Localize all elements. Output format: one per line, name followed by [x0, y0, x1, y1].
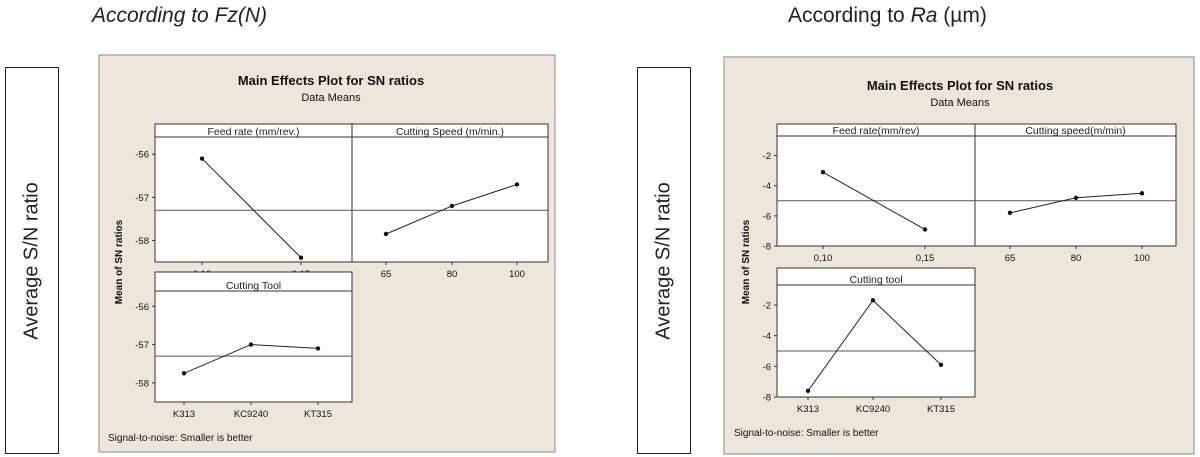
- right-chart-title: Main Effects Plot for SN ratios: [867, 78, 1053, 93]
- left-panel-3-y-tick-label: -56: [135, 302, 149, 313]
- left-panel-1-data-point: [199, 156, 205, 161]
- right-panel-1-y-tick-label: -2: [763, 151, 771, 162]
- right-panel-1-data-point: [820, 169, 826, 175]
- left-panel-2-data-point: [383, 231, 389, 237]
- right-panel-1-y-tick-label: -4: [763, 181, 771, 192]
- left-panel-2-data-point: [449, 203, 455, 209]
- right-panel-1-x-tick-label: 0,10: [814, 253, 833, 264]
- left-chart-subtitle: Data Means: [301, 92, 361, 104]
- right-chart-subtitle: Data Means: [930, 97, 990, 109]
- right-panel-1-y-tick-label: -6: [763, 211, 771, 222]
- left-panel-3-y-tick-label: -58: [135, 378, 149, 389]
- right-panel-3-plot-area: [776, 267, 976, 398]
- right-panel-2-title: Cutting speed(m/min): [1025, 125, 1125, 137]
- left-panel-2-plot-area: [351, 123, 549, 263]
- left-panel-2-x-tick-label: 80: [447, 269, 458, 280]
- left-chart-title: Main Effects Plot for SN ratios: [238, 73, 424, 88]
- right-y-axis-label: Mean of SN ratios: [741, 219, 752, 304]
- left-panel-1-data-point: [298, 255, 304, 260]
- left-panel-3-plot-area: [154, 271, 353, 403]
- right-heading: According to Ra (µm): [788, 4, 987, 27]
- left-panel-1-plot-area: [154, 123, 353, 263]
- left-panel-3-y-tick-label: -57: [135, 340, 149, 351]
- right-panel-3-y-tick-label: -8: [763, 393, 771, 404]
- right-panel-3-data-point: [938, 362, 944, 367]
- left-panel-3-data-point: [315, 346, 321, 351]
- left-panel-2-title: Cutting Speed (m/min.): [396, 126, 504, 138]
- right-panel-1-data-point: [922, 227, 928, 232]
- left-panel-2-x-tick-label: 100: [509, 269, 525, 280]
- right-panel-1-x-tick-label: 0,15: [916, 253, 935, 264]
- right-panel-1-plot-area: [776, 123, 976, 247]
- right-panel-3-y-tick-label: -2: [763, 300, 771, 311]
- left-heading: According to Fz(N): [92, 4, 268, 27]
- left-side-label-box: Average S/N ratio: [5, 67, 59, 454]
- right-panel-3-y-tick-label: -4: [763, 331, 771, 342]
- left-panel-3-x-tick-label: KC9240: [234, 409, 268, 420]
- left-panel-1-y-tick-label: -56: [135, 150, 149, 161]
- left-panel-1-y-tick-label: -57: [135, 193, 149, 204]
- left-panel-3-x-tick-label: KT315: [304, 409, 332, 420]
- right-panel-3-data-point: [870, 298, 876, 303]
- left-panel-3-data-point: [181, 371, 187, 376]
- right-panel-1-y-tick-label: -8: [763, 242, 771, 253]
- right-panel-1-series-line: [822, 171, 926, 230]
- right-panel-2-plot-area: [974, 123, 1177, 247]
- right-panel-2-x-tick-label: 100: [1134, 253, 1150, 264]
- right-panel-3-x-tick-label: KC9240: [856, 404, 890, 415]
- right-panel-2-data-point: [1139, 191, 1145, 196]
- right-panel-2-x-tick-label: 80: [1071, 253, 1082, 264]
- left-panel-1-title: Feed rate (mm/rev.): [208, 126, 300, 138]
- right-panel-3-x-tick-label: K313: [797, 404, 819, 415]
- left-panel-1-series-line: [201, 158, 302, 259]
- right-side-label-box: Average S/N ratio: [637, 67, 691, 454]
- right-footnote: Signal-to-noise: Smaller is better: [734, 428, 879, 439]
- left-panel-3-data-point: [248, 342, 254, 347]
- left-panel-2-x-tick-label: 65: [381, 269, 392, 280]
- left-panel-1-y-tick-label: -58: [135, 236, 149, 247]
- left-y-axis-label: Mean of SN ratios: [114, 219, 125, 304]
- right-panel-3-title: Cutting tool: [849, 274, 902, 286]
- left-panel-3-title: Cutting Tool: [226, 280, 281, 292]
- left-panel-3-x-tick-label: K313: [173, 409, 195, 420]
- left-panel-2-data-point: [514, 182, 520, 187]
- right-panel-3-data-point: [805, 388, 811, 394]
- right-panel-1-title: Feed rate(mm/rev): [833, 125, 920, 137]
- right-panel-2-data-point: [1073, 195, 1079, 200]
- right-panel-3-y-tick-label: -6: [763, 362, 771, 373]
- right-panel-3-x-tick-label: KT315: [927, 404, 955, 415]
- left-footnote: Signal-to-noise: Smaller is better: [108, 433, 253, 444]
- right-panel-2-x-tick-label: 65: [1005, 253, 1016, 264]
- right-panel-2-data-point: [1007, 210, 1013, 216]
